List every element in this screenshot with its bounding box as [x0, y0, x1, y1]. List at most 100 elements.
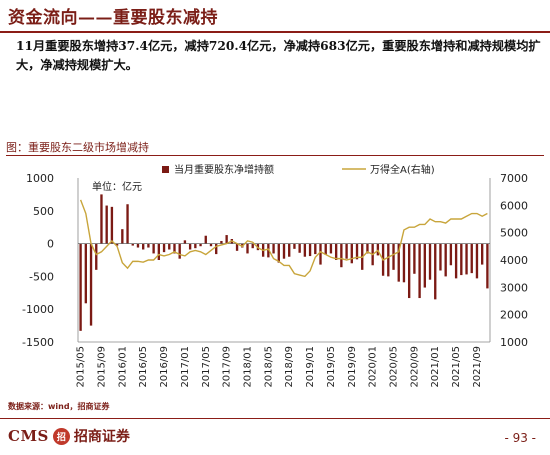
bar [475, 243, 479, 279]
x-tick-label: 2017/09 [222, 346, 233, 388]
bar [329, 243, 333, 254]
bar [334, 243, 338, 260]
x-tick-label: 2016/09 [159, 346, 170, 388]
left-tick-label: -1500 [22, 336, 54, 349]
left-y-axis: -1500 -1000 -500 0 500 1000 [22, 172, 79, 349]
bar [194, 243, 197, 249]
bar [303, 243, 307, 257]
bar [204, 235, 207, 244]
bar [288, 243, 291, 257]
unit-label: 单位：亿元 [92, 180, 142, 193]
bar [157, 243, 161, 260]
x-tick-label: 2021/09 [472, 346, 483, 388]
logo-badge-icon: 招 [52, 427, 70, 445]
bar [387, 243, 390, 277]
chart-legend: 当月重要股东净增持额 万得全A(右轴) [162, 163, 435, 176]
bar [89, 243, 93, 326]
bar [481, 243, 484, 265]
bar [142, 243, 145, 250]
bar [355, 243, 359, 260]
x-tick-label: 2018/01 [242, 346, 253, 388]
bar [319, 243, 322, 265]
bar [79, 243, 82, 331]
bar [407, 243, 411, 299]
bar [314, 243, 317, 255]
bar [444, 243, 447, 277]
bar [277, 243, 280, 263]
bar [298, 243, 301, 253]
legend-bar-swatch [162, 166, 169, 173]
bar [152, 243, 155, 254]
x-tick-label: 2018/09 [284, 346, 295, 388]
x-tick-label: 2017/05 [201, 346, 212, 388]
bar [235, 243, 239, 251]
bar [402, 243, 406, 283]
bar [397, 243, 400, 282]
left-tick-label: 0 [47, 238, 54, 251]
bar [282, 243, 286, 259]
x-tick-label: 2016/01 [117, 346, 128, 388]
bar [220, 240, 223, 244]
page-title: 资金流向——重要股东减持 [8, 8, 218, 28]
bar [413, 243, 416, 274]
left-tick-label: -500 [29, 270, 54, 283]
bar [162, 243, 166, 253]
bar [183, 240, 187, 244]
x-tick-label: 2015/09 [96, 346, 107, 388]
bar [131, 243, 134, 246]
bar [465, 243, 468, 275]
x-tick-label: 2021/05 [451, 346, 462, 388]
right-tick-label: 4000 [500, 254, 528, 267]
bar [470, 243, 473, 274]
bar [293, 243, 296, 249]
bar [308, 243, 312, 257]
bar [136, 243, 140, 248]
bar [350, 243, 353, 264]
bar [428, 243, 432, 280]
x-tick-label: 2020/09 [409, 346, 420, 388]
logo-text-cn: 招商证券 [73, 429, 130, 445]
x-axis: 2015/05 2015/09 2016/01 2016/05 2016/09 2017/… [76, 341, 490, 388]
bar [486, 243, 489, 289]
legend-line-label: 万得全A(右轴) [370, 163, 435, 176]
bar [121, 229, 124, 244]
bar [178, 243, 181, 259]
x-tick-label: 2019/01 [305, 346, 316, 388]
bar [188, 243, 192, 250]
bar [105, 205, 108, 244]
right-tick-label: 3000 [500, 281, 528, 294]
bar [376, 243, 380, 256]
right-tick-label: 7000 [500, 172, 528, 185]
x-tick-label: 2020/01 [368, 346, 379, 388]
bar [449, 243, 453, 266]
bar [272, 243, 275, 254]
left-tick-label: 1000 [26, 172, 54, 185]
chart-title: 图：重要股东二级市场增减持 [6, 141, 149, 154]
x-tick-label: 2019/09 [347, 346, 358, 388]
line-series [79, 199, 488, 278]
x-tick-label: 2018/05 [263, 346, 274, 388]
bar [392, 243, 395, 270]
bar [324, 243, 327, 255]
right-tick-label: 5000 [500, 227, 528, 240]
bar [126, 204, 129, 244]
left-tick-label: 500 [33, 205, 54, 218]
bar-series [78, 194, 490, 331]
bar [100, 194, 103, 244]
bar [439, 243, 442, 271]
bar [209, 243, 213, 247]
bar [168, 243, 171, 250]
legend-bar-label: 当月重要股东净增持额 [174, 163, 274, 176]
bar [147, 243, 150, 248]
x-tick-label: 2015/05 [76, 346, 87, 388]
x-tick-label: 2017/01 [180, 346, 191, 388]
bar [215, 243, 218, 255]
chart-title-divider [6, 155, 544, 156]
bar [251, 243, 254, 249]
bar [95, 243, 98, 270]
bar [418, 243, 421, 299]
page-number: - 93 - [504, 431, 536, 445]
bar [434, 243, 437, 300]
x-tick-label: 2021/01 [430, 346, 441, 388]
line-path [79, 199, 488, 278]
